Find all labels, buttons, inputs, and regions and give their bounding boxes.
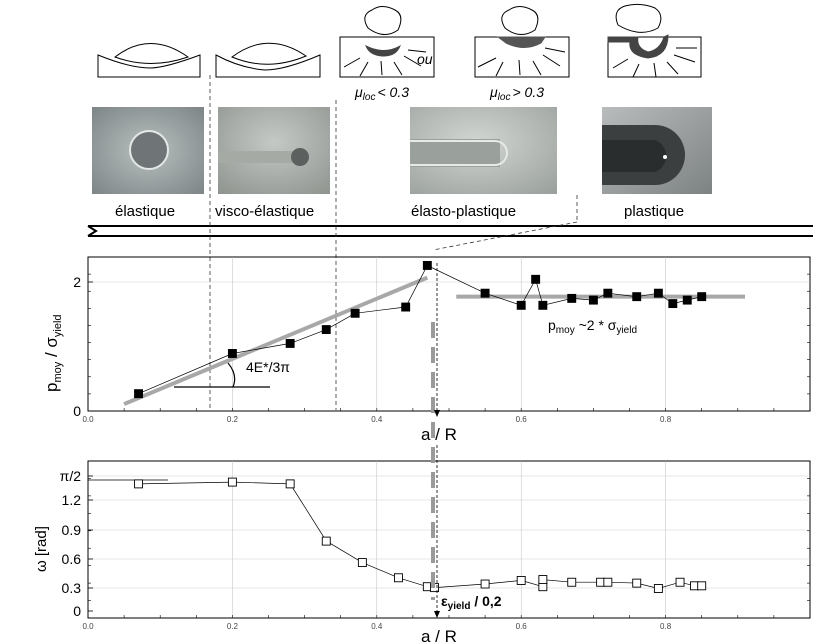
data-point — [588, 295, 598, 305]
data-point — [516, 575, 526, 585]
data-point — [653, 584, 663, 593]
data-point — [632, 578, 642, 588]
y-tick-label: 2 — [73, 274, 81, 290]
bottom-chart-points — [134, 477, 707, 593]
regime-labels: élastique visco-élastique élasto-plastiq… — [115, 203, 684, 220]
x-tick-label: 0.8 — [660, 415, 672, 424]
mu-high-label: μloc > 0.3 — [489, 84, 544, 103]
mu-low-label: μloc < 0.3 — [354, 84, 409, 103]
y-tick-label: π/2 — [60, 468, 82, 484]
schematic-row: ou μloc < 0.3 μloc > 0.3 — [97, 3, 702, 103]
data-point — [285, 479, 295, 489]
top-chart: 0.0 0.2 0.4 0.6 0.8 0 2 4E*/3π pmoy ~2 * σyiel… — [42, 256, 811, 444]
regime-label-elastic: élastique — [115, 203, 175, 220]
top-chart-ylabel: pmoy / σyield — [42, 314, 64, 392]
x-tick-label: 0.4 — [371, 415, 383, 424]
data-point — [394, 573, 403, 583]
top-chart-points — [134, 261, 707, 399]
bottom-chart-ylabel: ω [rad] — [33, 526, 50, 572]
slope-marker — [174, 362, 270, 388]
data-point — [538, 575, 548, 585]
yield-strain-annotation: εyield / 0,2 — [441, 593, 502, 612]
top-chart-grid — [88, 257, 810, 411]
regime-boundaries — [209, 75, 578, 410]
data-point — [401, 302, 411, 312]
y-tick-label: 0.6 — [62, 551, 82, 567]
x-tick-label: 0.6 — [516, 415, 528, 424]
bottom-chart-series-line — [138, 481, 702, 589]
fit-line — [123, 275, 429, 406]
data-point — [134, 389, 143, 399]
data-point — [668, 299, 678, 309]
y-tick-label: 0 — [73, 603, 81, 619]
regime-label-plastic: plastique — [624, 203, 684, 220]
data-point — [603, 577, 613, 587]
data-point — [422, 261, 432, 270]
top-chart-frame — [87, 256, 811, 412]
data-point — [675, 577, 685, 587]
series-line — [138, 481, 702, 589]
data-point — [516, 300, 526, 310]
sketch-elastic — [97, 43, 201, 78]
x-tick-label: 0.6 — [516, 622, 528, 631]
data-point — [531, 274, 541, 284]
or-label: ou — [417, 51, 433, 67]
plateau-label: pmoy ~2 * σyield — [548, 317, 637, 336]
data-point — [480, 579, 490, 589]
data-point — [480, 288, 490, 298]
regime-arrow — [87, 225, 813, 237]
data-point — [567, 577, 577, 587]
bottom-chart-ticks: 0.0 0.2 0.4 0.6 0.8 0 0.3 0.6 0.9 1.2 π/2 — [60, 468, 811, 631]
micrograph-row — [92, 107, 712, 194]
data-point — [285, 338, 295, 348]
sketch-elasto-plastic-high — [474, 6, 570, 78]
micrograph-plastic — [602, 107, 712, 194]
micrograph-visco-elastic — [218, 107, 330, 194]
regime-label-visco-elastic: visco-élastique — [215, 203, 314, 220]
y-tick-label: 0.3 — [62, 580, 82, 596]
data-point — [227, 477, 237, 487]
svg-text:μloc> 0.3: μloc > 0.3 — [489, 84, 544, 103]
x-tick-label: 0.0 — [82, 415, 94, 424]
bottom-chart-grid — [88, 461, 810, 618]
y-tick-label: 0.9 — [62, 522, 82, 538]
data-point — [134, 479, 143, 489]
data-point — [697, 581, 707, 591]
data-point — [321, 325, 331, 335]
data-point — [227, 349, 237, 358]
bottom-chart-xlabel: a / R — [421, 627, 457, 644]
data-point — [603, 288, 613, 298]
sketch-plastic — [607, 3, 702, 78]
data-point — [357, 558, 367, 568]
bottom-chart-frame — [87, 460, 811, 619]
x-tick-label: 0.8 — [660, 622, 672, 631]
svg-text:μloc< 0.3: μloc < 0.3 — [354, 84, 409, 103]
data-point — [653, 288, 663, 298]
top-chart-xlabel: a / R — [421, 425, 457, 444]
y-tick-label: 1.2 — [62, 492, 82, 508]
data-point — [538, 300, 548, 310]
data-point — [567, 293, 577, 303]
yield-marker — [431, 263, 440, 618]
x-tick-label: 0.2 — [227, 622, 239, 631]
slope-label: 4E*/3π — [246, 359, 290, 375]
data-point — [350, 308, 360, 318]
regime-label-elasto-plastic: élasto-plastique — [411, 203, 516, 220]
bottom-chart: 0.0 0.2 0.4 0.6 0.800.30.60.91.2π/2 ω [rad] … — [33, 460, 811, 644]
sketch-visco-elastic — [215, 42, 321, 78]
data-point — [321, 536, 331, 546]
micrograph-elastic — [92, 107, 204, 194]
data-point — [682, 295, 692, 305]
x-tick-label: 0.4 — [371, 622, 383, 631]
data-point — [697, 292, 707, 302]
top-chart-ticks: 0.0 0.2 0.4 0.6 0.8 0 2 — [73, 273, 811, 424]
x-tick-label: 0.2 — [227, 415, 239, 424]
data-point — [632, 292, 642, 302]
y-tick-label: 0 — [73, 403, 81, 419]
x-tick-label: 0.0 — [82, 622, 94, 631]
micrograph-elasto-plastic — [410, 107, 557, 194]
sketch-elasto-plastic-low — [339, 6, 435, 78]
